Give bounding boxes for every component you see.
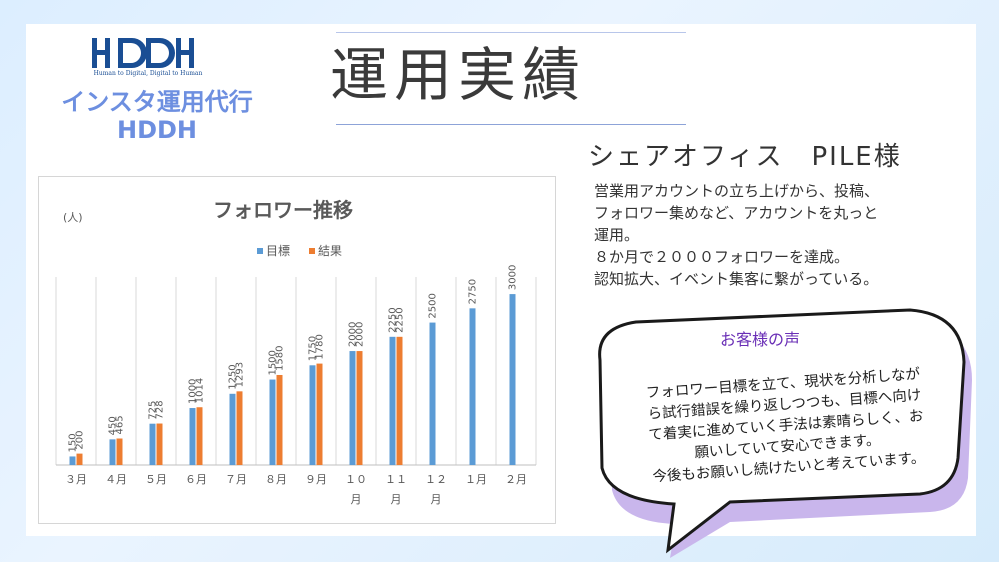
x-tick-label: 月 — [431, 493, 442, 506]
data-label: 2250 — [388, 307, 399, 332]
y-axis-label: (人) — [63, 211, 83, 224]
bar-result — [196, 407, 203, 465]
x-tick-label: 月 — [391, 493, 402, 506]
x-tick-label: ５月 — [145, 473, 167, 486]
bar-result — [116, 438, 123, 465]
data-label: 1750 — [308, 336, 319, 361]
data-label: 1580 — [275, 346, 286, 371]
legend-swatch-result — [309, 248, 315, 254]
bar-result — [236, 391, 243, 465]
data-label: 200 — [75, 431, 86, 450]
page-title: 運用実績 — [330, 41, 587, 109]
title-rule-bottom — [336, 124, 686, 125]
legend-swatch-target — [257, 248, 263, 254]
bar-target — [469, 308, 476, 465]
x-tick-label: ９月 — [305, 473, 327, 486]
bar-target — [389, 336, 396, 465]
speech-bubble-body — [598, 308, 966, 554]
x-tick-label: ６月 — [185, 473, 207, 486]
bar-target — [149, 423, 156, 465]
x-tick-label: １２ — [425, 473, 447, 486]
chart-title: フォロワー推移 — [213, 198, 353, 222]
hddh-logo — [92, 38, 194, 68]
bar-target — [429, 322, 436, 465]
data-label: 1000 — [188, 379, 199, 404]
bar-target — [349, 351, 356, 465]
brand-name: インスタ運用代行 HDDH — [42, 88, 272, 144]
company-name: シェアオフィス PILE様 — [588, 142, 902, 172]
data-label: 465 — [115, 415, 126, 434]
data-label: 3000 — [508, 265, 519, 290]
bar-result — [76, 453, 83, 465]
description: 営業用アカウントの立ち上げから、投稿、 フォロワー集めなど、アカウントを丸っと … — [594, 180, 974, 290]
description-line: 営業用アカウントの立ち上げから、投稿、 — [594, 182, 880, 200]
x-tick-label: ２月 — [505, 473, 527, 486]
bar-target — [69, 456, 76, 465]
x-tick-label: １０ — [345, 473, 367, 486]
data-label: 1500 — [268, 350, 279, 375]
bar-result — [156, 423, 163, 465]
customer-voice-title: お客様の声 — [720, 330, 801, 349]
description-line: 運用。 — [594, 226, 640, 244]
bar-result — [396, 336, 403, 465]
legend-label-result: 結果 — [318, 244, 342, 258]
data-label: 2500 — [428, 293, 439, 318]
bar-result — [316, 363, 323, 465]
speech-bubble — [598, 308, 972, 558]
brand-line-1: インスタ運用代行 — [61, 88, 253, 116]
bar-result — [356, 351, 363, 465]
x-tick-label: 月 — [351, 493, 362, 506]
data-label: 1293 — [235, 362, 246, 387]
bar-target — [509, 294, 516, 465]
x-tick-label: ８月 — [265, 473, 287, 486]
brand-line-2: HDDH — [116, 116, 197, 144]
data-label: 1014 — [195, 378, 206, 403]
bar-target — [229, 393, 236, 465]
bar-target — [269, 379, 276, 465]
data-label: 725 — [148, 401, 159, 420]
data-label: 1250 — [228, 364, 239, 389]
x-tick-label: １１ — [385, 473, 407, 486]
x-tick-label: ７月 — [225, 473, 247, 486]
logo-tagline: Human to Digital, Digital to Human — [93, 70, 203, 77]
description-line: ８か月で２０００フォロワーを達成。 — [594, 248, 850, 266]
data-label: 2000 — [348, 322, 359, 347]
data-label: 150 — [68, 433, 79, 452]
data-label: 450 — [108, 416, 119, 435]
bar-target — [189, 408, 196, 465]
description-line: 認知拡大、イベント集客に繋がっている。 — [594, 270, 879, 288]
bar-result — [276, 374, 283, 465]
data-label: 1780 — [315, 334, 326, 359]
data-label: 2750 — [468, 279, 479, 304]
bar-target — [109, 439, 116, 465]
data-label: 2250 — [395, 307, 406, 332]
x-tick-label: １月 — [465, 473, 487, 486]
title-rule-top — [336, 32, 686, 33]
x-tick-label: ４月 — [105, 473, 127, 486]
follower-chart: フォロワー推移 (人) 目標 結果 150 200 ３月 450 465 ４月 725 728… — [38, 176, 556, 524]
data-label: 2000 — [355, 322, 366, 347]
data-label: 728 — [155, 400, 166, 419]
legend-label-target: 目標 — [266, 244, 290, 258]
chart-legend: 目標 結果 — [257, 244, 342, 258]
description-line: フォロワー集めなど、アカウントを丸っと — [594, 204, 879, 222]
x-tick-label: ３月 — [65, 473, 87, 486]
bar-target — [309, 365, 316, 465]
